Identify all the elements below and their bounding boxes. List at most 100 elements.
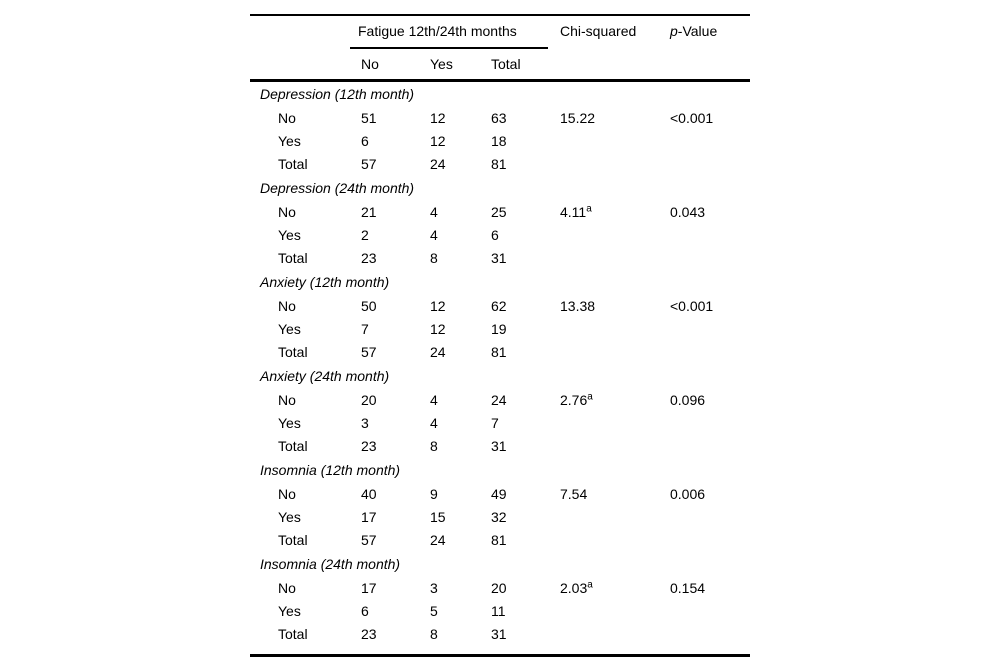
chi-squared-value: 13.38 [560, 298, 596, 314]
cell-p-value: 0.154 [670, 580, 706, 596]
cell-fatigue-yes: 12 [430, 321, 446, 337]
cell-chi-squared [560, 318, 670, 341]
table-row: No 17 3 20 2.03a 0.154 [250, 577, 750, 600]
table-row: Total 57 24 81 [250, 341, 750, 364]
cell-fatigue-no: 23 [361, 626, 377, 642]
spanner-column-header: Fatigue 12th/24th months [358, 23, 517, 39]
chi-squared-column-header: Chi-squared [560, 23, 637, 39]
stub-header-empty [250, 49, 361, 79]
table-row: No 21 4 25 4.11a 0.043 [250, 201, 750, 224]
table-row: Yes 3 4 7 [250, 412, 750, 435]
cell-p-value: <0.001 [670, 110, 714, 126]
chi-squared-subheader-empty [560, 49, 670, 79]
table-row: Total 23 8 31 [250, 623, 750, 646]
table-row: Yes 2 4 6 [250, 224, 750, 247]
cell-p-value [670, 318, 750, 341]
cell-p-value: <0.001 [670, 298, 714, 314]
cell-chi-squared [560, 529, 670, 552]
cell-p-value [670, 412, 750, 435]
cell-chi-squared [560, 600, 670, 623]
cell-fatigue-total: 20 [491, 580, 507, 596]
chi-squared-value: 4.11 [560, 204, 587, 220]
table-header-spanner-row: Fatigue 12th/24th months Chi-squared p-V… [250, 16, 750, 49]
cell-chi-squared [560, 224, 670, 247]
cell-chi-squared [560, 247, 670, 270]
cell-fatigue-no: 40 [361, 486, 377, 502]
cell-fatigue-yes: 3 [430, 580, 438, 596]
cell-chi-squared: 4.11a [560, 201, 670, 224]
row-label: Yes [278, 227, 301, 243]
cell-fatigue-no: 57 [361, 532, 377, 548]
cell-fatigue-total: 31 [491, 250, 507, 266]
cell-fatigue-no: 3 [361, 415, 369, 431]
spanner-underline-rule [350, 47, 548, 49]
row-label: No [278, 298, 296, 314]
cell-fatigue-no: 17 [361, 580, 377, 596]
p-value-subheader-empty [670, 49, 750, 79]
chi-squared-value: 7.54 [560, 486, 588, 502]
row-label: No [278, 392, 296, 408]
cell-chi-squared: 7.54 [560, 483, 670, 506]
cell-p-value [670, 153, 750, 176]
cell-p-value [670, 506, 750, 529]
cell-fatigue-yes: 15 [430, 509, 446, 525]
total-column-header: Total [491, 56, 521, 72]
row-label: No [278, 486, 296, 502]
cell-fatigue-yes: 8 [430, 250, 438, 266]
cell-chi-squared [560, 435, 670, 458]
cell-p-value [670, 224, 750, 247]
cell-fatigue-total: 32 [491, 509, 507, 525]
cell-p-value [670, 600, 750, 623]
table-row: No 40 9 49 7.54 0.006 [250, 483, 750, 506]
cell-chi-squared: 13.38 [560, 295, 670, 318]
table-subheader-row: No Yes Total [250, 49, 750, 79]
cell-chi-squared [560, 130, 670, 153]
cell-fatigue-total: 81 [491, 532, 507, 548]
cell-fatigue-total: 7 [491, 415, 499, 431]
cell-fatigue-yes: 4 [430, 415, 438, 431]
cell-fatigue-total: 11 [491, 603, 506, 619]
cell-p-value [670, 247, 750, 270]
row-label: No [278, 110, 296, 126]
row-label: No [278, 580, 296, 596]
footnote-marker: a [587, 579, 593, 591]
table-row: Total 57 24 81 [250, 529, 750, 552]
section-title: Insomnia (12th month) [260, 462, 401, 478]
row-label: Yes [278, 603, 301, 619]
p-value-header-rest: -Value [677, 23, 718, 39]
cell-fatigue-total: 81 [491, 156, 507, 172]
cell-p-value: 0.043 [670, 204, 706, 220]
cell-chi-squared [560, 506, 670, 529]
table-row: Total 23 8 31 [250, 247, 750, 270]
row-label: Yes [278, 509, 301, 525]
no-column-header: No [361, 56, 379, 72]
table-row: Total 57 24 81 [250, 153, 750, 176]
section-title: Depression (24th month) [260, 180, 415, 196]
row-label: Yes [278, 321, 301, 337]
cell-fatigue-no: 6 [361, 603, 369, 619]
cell-p-value [670, 341, 750, 364]
cell-fatigue-no: 23 [361, 250, 377, 266]
cell-chi-squared: 2.76a [560, 389, 670, 412]
chi-squared-value: 2.03 [560, 580, 588, 596]
row-label: Total [278, 626, 308, 642]
footnote-marker: a [586, 203, 592, 215]
cell-fatigue-no: 23 [361, 438, 377, 454]
table-row: No 20 4 24 2.76a 0.096 [250, 389, 750, 412]
table-row: No 51 12 63 15.22 <0.001 [250, 107, 750, 130]
row-label: Total [278, 156, 308, 172]
cell-fatigue-yes: 4 [430, 227, 438, 243]
cell-fatigue-total: 31 [491, 438, 507, 454]
table-row: Total 23 8 31 [250, 435, 750, 458]
cell-fatigue-yes: 24 [430, 532, 446, 548]
cell-fatigue-yes: 4 [430, 204, 438, 220]
cell-fatigue-total: 63 [491, 110, 507, 126]
chi-squared-value: 2.76 [560, 392, 588, 408]
cell-fatigue-no: 57 [361, 156, 377, 172]
section-title: Anxiety (24th month) [260, 368, 390, 384]
cell-chi-squared [560, 623, 670, 646]
cell-p-value: 0.096 [670, 392, 706, 408]
cell-fatigue-no: 2 [361, 227, 369, 243]
cell-fatigue-yes: 8 [430, 626, 438, 642]
cell-p-value [670, 435, 750, 458]
